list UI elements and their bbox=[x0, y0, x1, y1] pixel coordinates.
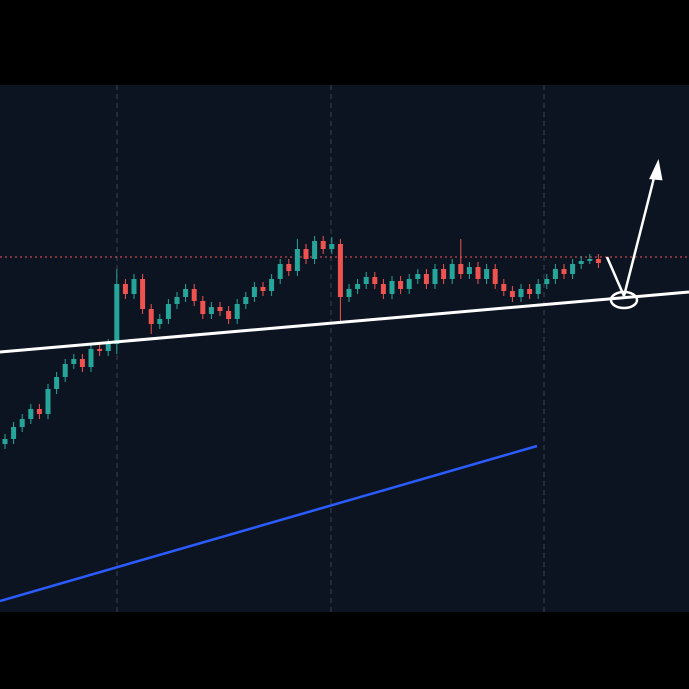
candle-body bbox=[251, 287, 257, 297]
candle-body bbox=[131, 279, 137, 294]
candle-body bbox=[475, 267, 481, 279]
candle-body bbox=[2, 439, 8, 444]
candle-body bbox=[294, 249, 300, 271]
candle-body bbox=[122, 284, 128, 294]
candle-body bbox=[45, 389, 51, 414]
candle-body bbox=[501, 284, 507, 291]
candle-body bbox=[312, 241, 318, 259]
candle-body bbox=[535, 284, 541, 294]
candle-body bbox=[466, 267, 472, 274]
candle-body bbox=[320, 241, 326, 249]
candle-body bbox=[105, 344, 111, 351]
arrow-down bbox=[605, 256, 626, 297]
candle-body bbox=[552, 269, 558, 279]
candle-body bbox=[217, 307, 223, 311]
candle-body bbox=[406, 279, 412, 289]
candle-body bbox=[97, 349, 103, 351]
candle-body bbox=[208, 307, 214, 314]
candle-body bbox=[243, 297, 249, 304]
candle-body bbox=[183, 289, 189, 297]
candle-body bbox=[423, 274, 429, 284]
candle-body bbox=[11, 427, 17, 439]
candle-body bbox=[36, 409, 42, 414]
candle-body bbox=[570, 264, 576, 274]
candle-body bbox=[260, 287, 266, 291]
candle-body bbox=[337, 244, 343, 297]
candle-body bbox=[157, 319, 163, 324]
candle-body bbox=[578, 261, 584, 264]
candle-body bbox=[372, 277, 378, 284]
candle-body bbox=[79, 359, 85, 367]
candle-body bbox=[492, 269, 498, 284]
candle-body bbox=[449, 264, 455, 279]
candle-body bbox=[114, 284, 120, 344]
candle-body bbox=[140, 279, 146, 309]
candle-body bbox=[527, 289, 533, 294]
candle-body bbox=[389, 281, 395, 294]
candle-body bbox=[277, 264, 283, 279]
candle-body bbox=[432, 269, 438, 284]
candles bbox=[2, 236, 601, 449]
candle-body bbox=[286, 264, 292, 271]
annotation bbox=[605, 158, 663, 310]
trendline bbox=[0, 290, 689, 354]
candle-body bbox=[303, 249, 309, 259]
candle-body bbox=[62, 364, 68, 377]
candle-body bbox=[329, 244, 335, 249]
candle-body bbox=[28, 409, 34, 419]
arrow-head bbox=[649, 158, 663, 181]
candle-body bbox=[71, 359, 77, 364]
candle-body bbox=[346, 289, 352, 297]
candle-body bbox=[587, 259, 593, 261]
blue-trendline bbox=[0, 444, 538, 603]
candle-body bbox=[561, 269, 567, 274]
candle-body bbox=[415, 274, 421, 279]
candle-body bbox=[165, 304, 171, 319]
candle-body bbox=[226, 311, 232, 319]
candle-body bbox=[544, 279, 550, 284]
candle-body bbox=[441, 269, 447, 279]
candle-body bbox=[269, 279, 275, 291]
candle-body bbox=[174, 297, 180, 304]
candle-body bbox=[355, 284, 361, 289]
plot-area bbox=[0, 85, 689, 612]
candle-body bbox=[200, 301, 206, 314]
candle-body bbox=[54, 377, 60, 389]
candle-body bbox=[509, 291, 515, 297]
candle-body bbox=[380, 284, 386, 294]
arrow-up bbox=[622, 169, 658, 297]
candle-body bbox=[484, 269, 490, 279]
candle-body bbox=[19, 419, 25, 427]
circle-marker bbox=[609, 290, 639, 310]
candle-body bbox=[191, 289, 197, 301]
candle-body bbox=[234, 304, 240, 319]
candle-body bbox=[595, 259, 601, 263]
candle-body bbox=[518, 289, 524, 297]
candle-body bbox=[148, 309, 154, 324]
candle-body bbox=[363, 277, 369, 284]
candle-body bbox=[458, 264, 464, 274]
candle-body bbox=[88, 349, 94, 367]
candle-body bbox=[398, 281, 404, 289]
